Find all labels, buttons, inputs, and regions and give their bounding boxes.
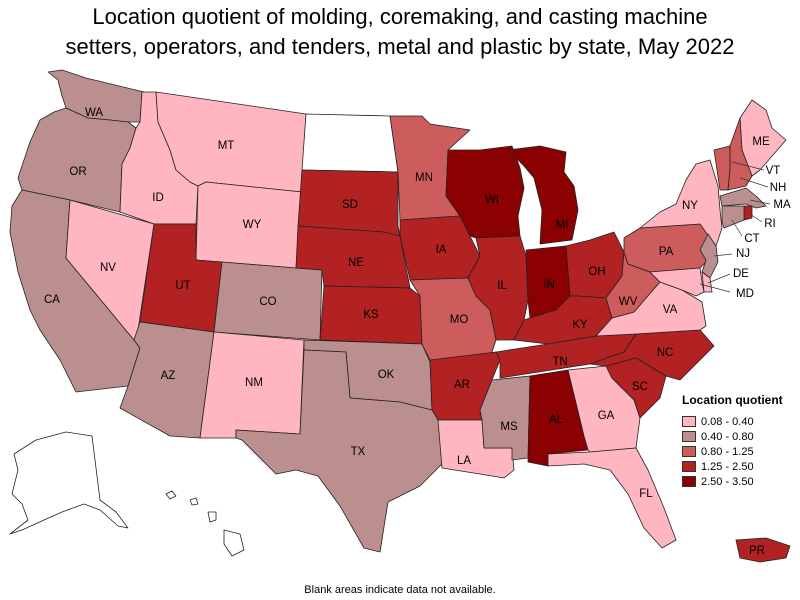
legend-label: 1.25 - 2.50 — [701, 460, 754, 473]
label-wi: WI — [485, 194, 499, 206]
label-ut: UT — [175, 280, 190, 292]
label-pa: PA — [659, 246, 674, 258]
label-ny: NY — [682, 200, 698, 212]
state-md[interactable] — [649, 267, 705, 297]
label-sc: SC — [632, 381, 648, 393]
label-nv: NV — [100, 262, 116, 274]
state-mi[interactable] — [507, 145, 579, 245]
label-al: AL — [549, 414, 564, 426]
legend-entry: 1.25 - 2.50 — [682, 459, 794, 474]
label-tx: TX — [351, 446, 366, 458]
legend-swatch — [682, 431, 696, 442]
state-pr[interactable] — [735, 537, 791, 563]
map-title: Location quotient of molding, coremaking… — [0, 2, 800, 62]
legend-entry: 2.50 - 3.50 — [682, 474, 794, 489]
state-ri[interactable] — [743, 205, 753, 221]
label-ne: NE — [348, 257, 364, 269]
label-wy: WY — [243, 219, 262, 231]
label-pr: PR — [749, 545, 765, 557]
legend-entry: 0.08 - 0.40 — [682, 414, 794, 429]
legend-entry: 0.80 - 1.25 — [682, 444, 794, 459]
legend-label: 2.50 - 3.50 — [701, 475, 754, 488]
legend-swatch — [682, 446, 696, 457]
label-ca: CA — [44, 294, 60, 306]
label-nj: NJ — [736, 248, 750, 260]
legend-swatch — [682, 416, 696, 427]
state-il[interactable] — [467, 235, 529, 341]
legend-swatch — [682, 476, 696, 487]
footnote: Blank areas indicate data not available. — [304, 584, 496, 596]
label-mn: MN — [415, 172, 433, 184]
label-md: MD — [736, 288, 754, 300]
label-ma: MA — [773, 199, 791, 211]
label-me: ME — [752, 136, 770, 148]
label-nh: NH — [770, 182, 787, 194]
label-fl: FL — [639, 488, 653, 500]
label-az: AZ — [161, 370, 176, 382]
legend-label: 0.08 - 0.40 — [701, 415, 754, 428]
legend: Location quotient 0.08 - 0.40 0.40 - 0.8… — [682, 393, 794, 489]
legend-entries: 0.08 - 0.40 0.40 - 0.80 0.80 - 1.25 1.25… — [682, 414, 794, 489]
state-ak[interactable] — [9, 431, 129, 535]
label-mt: MT — [218, 140, 235, 152]
label-sd: SD — [342, 199, 358, 211]
label-ky: KY — [572, 319, 588, 331]
label-ga: GA — [598, 410, 615, 422]
legend-title: Location quotient — [682, 393, 783, 407]
label-la: LA — [457, 455, 471, 467]
label-leader-lines — [699, 161, 771, 293]
label-ks: KS — [363, 309, 379, 321]
title-line-2: setters, operators, and tenders, metal a… — [65, 34, 735, 59]
legend-swatch — [682, 461, 696, 472]
label-ct: CT — [744, 233, 759, 245]
label-tn: TN — [552, 356, 567, 368]
state-fl[interactable] — [547, 447, 677, 549]
state-ma[interactable] — [719, 187, 767, 209]
state-nc[interactable] — [589, 329, 715, 381]
label-ri: RI — [764, 218, 776, 230]
label-ar: AR — [454, 379, 470, 391]
legend-label: 0.40 - 0.80 — [701, 430, 754, 443]
state-tx[interactable] — [235, 349, 443, 553]
label-nm: NM — [245, 377, 263, 389]
state-ct[interactable] — [721, 205, 745, 229]
label-oh: OH — [588, 266, 605, 278]
title-line-1: Location quotient of molding, coremaking… — [92, 4, 708, 29]
label-ms: MS — [500, 421, 518, 433]
label-va: VA — [663, 304, 678, 316]
label-ok: OK — [378, 369, 395, 381]
label-nc: NC — [657, 347, 674, 359]
state-de[interactable] — [701, 271, 713, 293]
label-wa: WA — [85, 107, 103, 119]
label-mo: MO — [450, 314, 469, 326]
label-de: DE — [733, 268, 749, 280]
label-id: ID — [152, 192, 164, 204]
state-hi[interactable] — [165, 490, 245, 557]
state-nd[interactable] — [301, 113, 399, 173]
label-or: OR — [69, 166, 86, 178]
label-il: IL — [497, 280, 507, 292]
state-wi[interactable] — [445, 145, 525, 239]
legend-entry: 0.40 - 0.80 — [682, 429, 794, 444]
label-in: IN — [543, 279, 555, 291]
state-co[interactable] — [213, 261, 323, 341]
label-wv: WV — [619, 296, 638, 308]
legend-label: 0.80 - 1.25 — [701, 445, 754, 458]
label-ia: IA — [436, 244, 447, 256]
label-co: CO — [259, 296, 276, 308]
label-mi: MI — [556, 219, 569, 231]
label-vt: VT — [766, 165, 781, 177]
